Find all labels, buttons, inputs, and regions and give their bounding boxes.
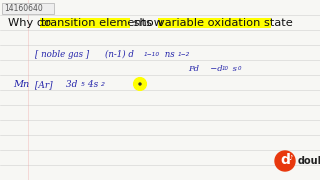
Text: d: d [280, 154, 290, 168]
Text: ns: ns [162, 50, 175, 59]
Text: 14160640: 14160640 [4, 4, 43, 13]
Text: 10: 10 [222, 66, 229, 71]
Text: −d: −d [205, 65, 223, 73]
Text: 1−2: 1−2 [178, 51, 190, 57]
Text: 3d: 3d [63, 80, 77, 89]
Text: 1−10: 1−10 [144, 51, 160, 57]
Text: 4s: 4s [85, 80, 98, 89]
Circle shape [275, 151, 295, 171]
Text: variable oxidation state: variable oxidation state [158, 19, 293, 28]
Text: Mn: Mn [13, 80, 29, 89]
Text: transition elements: transition elements [41, 19, 152, 28]
Text: 0: 0 [238, 66, 242, 71]
Text: [ noble gas ]: [ noble gas ] [35, 50, 89, 59]
Text: 5: 5 [81, 82, 85, 87]
Text: Why do: Why do [8, 19, 55, 28]
Text: ♪: ♪ [288, 154, 293, 161]
Text: [Ar]: [Ar] [32, 80, 52, 89]
FancyBboxPatch shape [158, 17, 271, 28]
Text: s: s [230, 65, 237, 73]
Text: Pd: Pd [188, 65, 199, 73]
Circle shape [133, 78, 147, 91]
Text: (n-1) d: (n-1) d [105, 50, 134, 59]
Text: doubtnut: doubtnut [298, 156, 320, 166]
FancyBboxPatch shape [40, 17, 130, 28]
Text: 2: 2 [101, 82, 105, 87]
FancyBboxPatch shape [2, 3, 54, 14]
Text: show: show [130, 19, 167, 28]
Circle shape [139, 83, 141, 85]
